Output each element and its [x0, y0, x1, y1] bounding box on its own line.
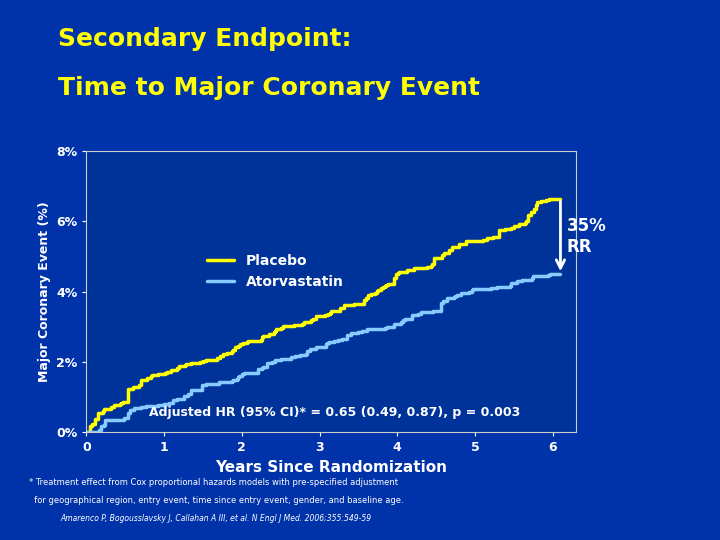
- Atorvastatin: [513, 278, 521, 285]
- Atorvastatin: [556, 271, 564, 277]
- Atorvastatin: [234, 376, 243, 382]
- Atorvastatin: [546, 271, 554, 277]
- Placebo: [239, 340, 248, 346]
- Atorvastatin: [82, 429, 91, 435]
- Placebo: [395, 268, 403, 275]
- Text: Secondary Endpoint:: Secondary Endpoint:: [58, 27, 351, 51]
- Placebo: [423, 264, 432, 271]
- Text: 35%
RR: 35% RR: [567, 217, 606, 256]
- Text: Time to Major Coronary Event: Time to Major Coronary Event: [58, 76, 480, 99]
- Atorvastatin: [394, 321, 402, 328]
- Line: Placebo: Placebo: [86, 199, 560, 432]
- Atorvastatin: [497, 284, 505, 290]
- Legend: Placebo, Atorvastatin: Placebo, Atorvastatin: [201, 248, 349, 294]
- Atorvastatin: [450, 293, 459, 300]
- Y-axis label: Major Coronary Event (%): Major Coronary Event (%): [37, 201, 50, 382]
- Placebo: [318, 313, 327, 320]
- Placebo: [423, 265, 432, 271]
- Placebo: [82, 429, 91, 435]
- X-axis label: Years Since Randomization: Years Since Randomization: [215, 460, 447, 475]
- Text: Adjusted HR (95% CI)* = 0.65 (0.49, 0.87), p = 0.003: Adjusted HR (95% CI)* = 0.65 (0.49, 0.87…: [150, 406, 521, 419]
- Text: * Treatment effect from Cox proportional hazards models with pre-specified adjus: * Treatment effect from Cox proportional…: [29, 478, 397, 487]
- Placebo: [544, 195, 553, 202]
- Placebo: [556, 195, 564, 202]
- Atorvastatin: [507, 280, 516, 286]
- Text: for geographical region, entry event, time since entry event, gender, and baseli: for geographical region, entry event, ti…: [29, 496, 403, 505]
- Placebo: [500, 227, 509, 234]
- Line: Atorvastatin: Atorvastatin: [86, 274, 560, 432]
- Text: Amarenco P, Bogousslavsky J, Callahan A III, et al. N Engl J Med. 2006;355:549-5: Amarenco P, Bogousslavsky J, Callahan A …: [60, 514, 372, 523]
